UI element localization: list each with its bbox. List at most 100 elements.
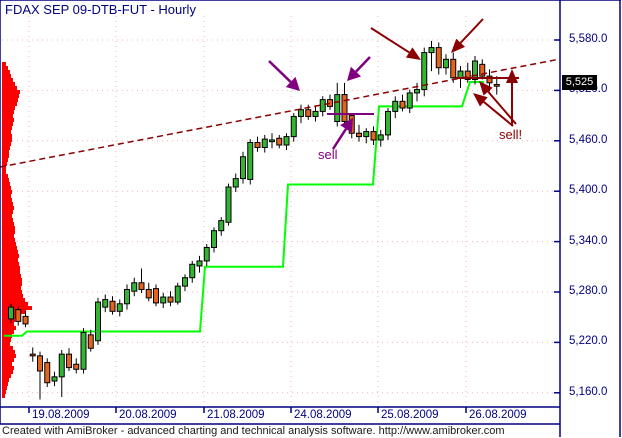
volume-profile-bar [2, 206, 14, 210]
candle-up [334, 94, 341, 122]
candle-down [66, 353, 72, 369]
volume-profile-bar [2, 390, 6, 394]
candle-down [435, 47, 442, 69]
volume-profile-bar [2, 126, 12, 130]
candle-up [319, 99, 326, 112]
candle-down [399, 100, 406, 109]
candle-down [276, 137, 283, 146]
candle-down [356, 132, 362, 138]
volume-profile-bar [2, 298, 25, 302]
candle-up [124, 288, 130, 305]
chart-title: FDAX SEP 09-DTB-FUT - Hourly [5, 2, 196, 17]
candle-down [87, 334, 94, 349]
candle-down [145, 288, 152, 299]
candle-up [160, 296, 167, 304]
x-axis-label: 24.08.2009 [294, 409, 352, 421]
candle-up [261, 138, 268, 149]
volume-profile-bar [2, 158, 8, 162]
volume-profile-bar [2, 162, 7, 166]
purple-arrow-1 [268, 60, 292, 83]
volume-profile-bar [2, 82, 15, 86]
volume-profile-bar [2, 90, 20, 94]
candle-down [167, 296, 174, 303]
maroon-arrow-peak-left [370, 27, 410, 54]
volume-profile-bar [2, 262, 19, 266]
candle-up [414, 89, 420, 94]
candle-up [472, 60, 478, 80]
volume-profile-bar [2, 214, 12, 218]
volume-profile-bar [2, 198, 12, 202]
volume-profile-bar [2, 150, 9, 154]
candle-up [457, 70, 464, 79]
x-axis-label: 21.08.2009 [207, 409, 265, 421]
candle-down [327, 99, 333, 107]
volume-profile-bar [2, 86, 17, 90]
volume-profile-bar [2, 370, 13, 374]
x-axis-label: 25.08.2009 [381, 409, 439, 421]
volume-profile-bar [2, 330, 14, 334]
maroon-arrow-peak-right [459, 18, 484, 44]
volume-profile-bar [2, 226, 15, 230]
candle-down [341, 94, 348, 122]
volume-profile-bar [2, 110, 14, 114]
candle-up [290, 115, 297, 138]
volume-profile-bar [2, 318, 15, 322]
purple-arrow-3-head [340, 118, 353, 133]
volume-profile-bar [2, 190, 12, 194]
candle-down [493, 84, 500, 87]
candle-up [298, 109, 304, 117]
candle-up [174, 285, 181, 303]
candle-down [22, 315, 29, 325]
candle-up [421, 52, 428, 91]
candle-up [247, 141, 254, 180]
sell-alert-annotation: sell! [499, 127, 523, 142]
volume-profile-bar [2, 358, 14, 362]
candle-up [443, 58, 449, 69]
volume-profile-bar [2, 382, 8, 386]
maroon-arrow-sell-1-head [473, 93, 488, 107]
candle-up [225, 186, 232, 223]
candle-up [363, 131, 370, 138]
candle-up [203, 246, 210, 262]
volume-profile-bar [2, 354, 16, 358]
volume-profile-bar [2, 362, 12, 366]
candle-up [392, 100, 399, 112]
volume-profile-bar [2, 326, 16, 330]
volume-profile-bar [2, 94, 19, 98]
candle-up [269, 139, 275, 143]
candle-up [283, 136, 290, 146]
candle-up [428, 47, 435, 54]
candle-up [8, 306, 14, 320]
candle-up [95, 301, 101, 342]
volume-profile-bar [2, 130, 11, 134]
candle-down [370, 131, 377, 141]
volume-profile-bar [2, 386, 7, 390]
candle-down [44, 362, 51, 384]
candle-up [80, 331, 87, 370]
candle-up [116, 303, 123, 312]
candle-up [377, 134, 384, 141]
footer-credit: Created with AmiBroker - advanced charti… [2, 425, 505, 437]
maroon-arrow-sell-2-head [479, 81, 493, 96]
volume-profile-bar [2, 106, 15, 110]
volume-profile-bar [2, 322, 14, 326]
candle-up [182, 277, 188, 287]
volume-profile-bar [2, 66, 8, 70]
y-axis-label: 5,460.0 [569, 133, 608, 146]
volume-profile-bar [2, 270, 20, 274]
volume-profile-bar [2, 166, 6, 170]
trailing-stop-line [4, 81, 484, 337]
volume-profile-bar [2, 114, 13, 118]
candle-up [196, 260, 203, 267]
candle-down [305, 109, 312, 117]
candle-up [312, 110, 319, 117]
volume-profile-bar [2, 74, 11, 78]
volume-profile-bar [2, 62, 6, 66]
y-axis-label: 5,340.0 [569, 234, 608, 247]
volume-profile-bar [2, 378, 9, 382]
volume-profile-bar [2, 346, 13, 350]
volume-profile-bar [2, 294, 23, 298]
maroon-arrow-peak-right-head [451, 38, 465, 53]
